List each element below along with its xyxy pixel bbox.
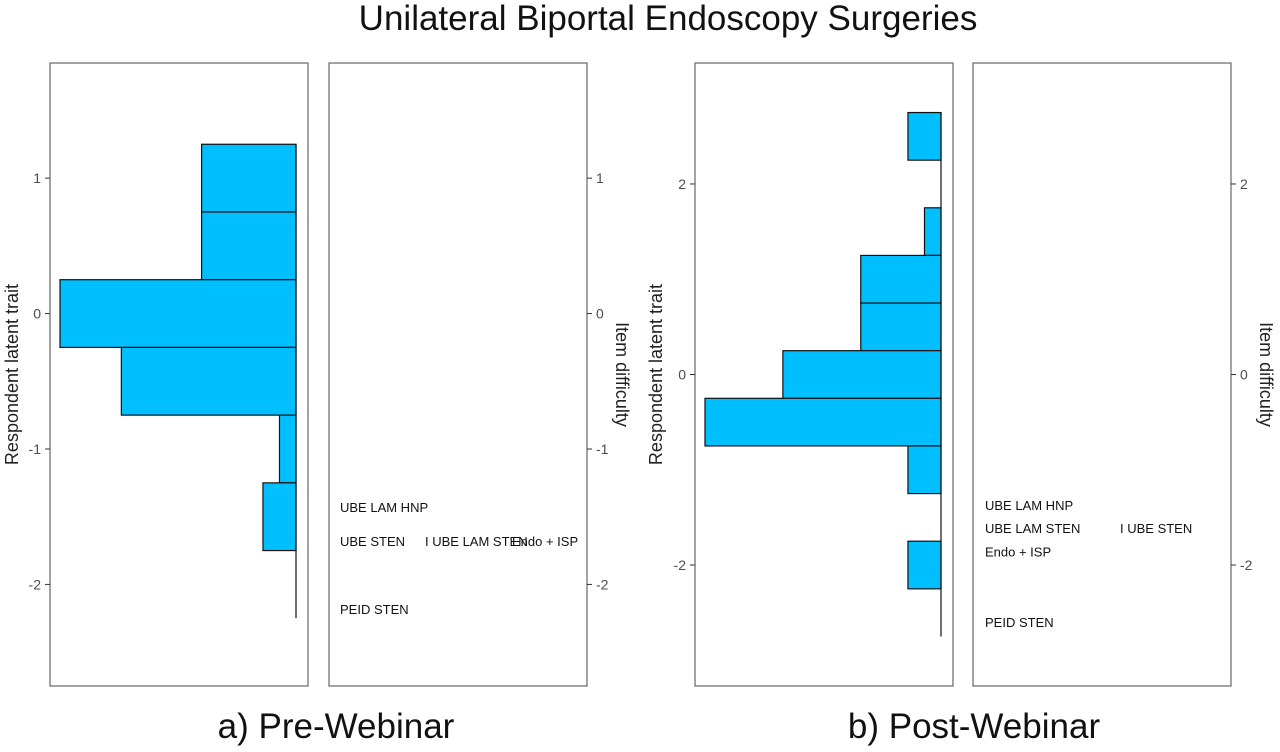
left-tick-label: 0	[678, 367, 686, 383]
left-tick-label: 0	[33, 306, 41, 322]
left-tick-label: -2	[29, 576, 42, 592]
y-axis-title-left: Respondent latent trait	[646, 284, 666, 465]
y-axis-title-left: Respondent latent trait	[2, 284, 22, 465]
charts-container: -2 -2 -1 -1 0 0 1 1 Respondent latent trait Item …	[2, 62, 1276, 746]
y-axis-title-right: Item difficulty	[1256, 322, 1276, 427]
panel-subtitle: a) Pre-Webinar	[218, 707, 455, 746]
item-label: Endo + ISP	[985, 545, 1051, 560]
right-tick-label: -1	[596, 441, 609, 457]
wright-map-panel-2: -2 -2 0 0 2 2 Respondent latent trait Item diff…	[646, 62, 1276, 746]
histogram-bar	[907, 540, 942, 590]
item-label: PEID STEN	[985, 615, 1054, 630]
histogram-bar	[907, 445, 942, 495]
item-labels: UBE LAM HNP UBE LAM STEN I UBE STEN Endo + …	[985, 498, 1192, 630]
histogram-bar	[278, 414, 297, 484]
y-axis-title-right: Item difficulty	[612, 322, 632, 427]
left-tick-label: 1	[33, 170, 41, 186]
histogram-bar	[860, 254, 942, 304]
right-tick-label: 0	[596, 306, 604, 322]
histogram-bar	[120, 346, 297, 416]
item-label: PEID STEN	[340, 602, 409, 617]
histogram-bar	[704, 397, 942, 447]
item-label: Endo + ISP	[512, 534, 578, 549]
right-tick-label: 1	[596, 170, 604, 186]
item-label: UBE LAM STEN	[985, 521, 1080, 536]
right-tick-label: -2	[596, 576, 609, 592]
wright-map-panel-1: -2 -2 -1 -1 0 0 1 1 Respondent latent trait Item …	[2, 62, 632, 746]
left-tick-label: -1	[29, 441, 42, 457]
item-label: UBE LAM HNP	[340, 500, 428, 515]
item-label: I UBE LAM STEN	[425, 534, 528, 549]
person-panel-frame	[49, 62, 309, 687]
left-tick-label: -2	[674, 557, 687, 573]
right-tick-label: 2	[1240, 176, 1248, 192]
item-panel-frame	[972, 62, 1232, 687]
histogram-bar	[262, 482, 297, 552]
histogram-bar	[860, 302, 942, 352]
histogram-bar	[782, 350, 942, 399]
histogram-bar	[907, 111, 942, 161]
left-tick-label: 2	[678, 176, 686, 192]
figure-title: Unilateral Biportal Endoscopy Surgeries	[359, 0, 978, 38]
item-label: UBE STEN	[340, 534, 405, 549]
item-panel-frame	[328, 62, 588, 687]
histogram-bar	[59, 279, 297, 349]
histogram-bar	[201, 211, 297, 281]
item-label: UBE LAM HNP	[985, 498, 1073, 513]
panel-subtitle: b) Post-Webinar	[848, 707, 1101, 746]
histogram-bar	[923, 207, 942, 257]
right-tick-label: 0	[1240, 367, 1248, 383]
histogram-bar	[201, 143, 297, 213]
right-tick-label: -2	[1240, 557, 1253, 573]
item-label: I UBE STEN	[1120, 521, 1192, 536]
